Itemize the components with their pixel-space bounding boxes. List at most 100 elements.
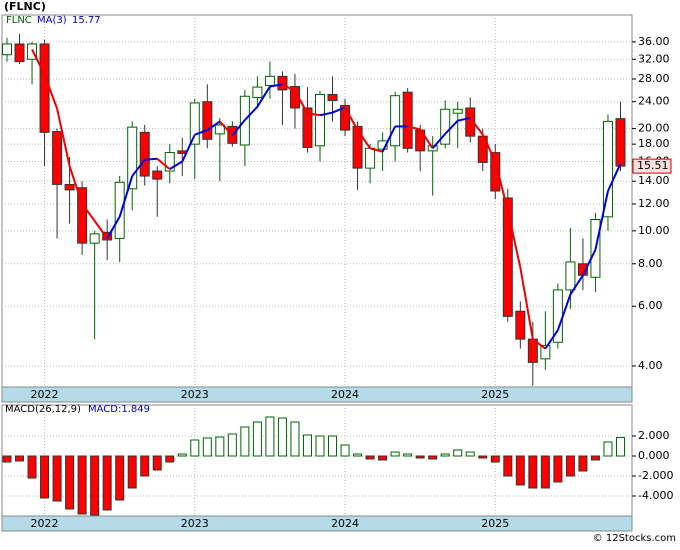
macd-bar bbox=[615, 437, 625, 457]
ma-segment bbox=[118, 175, 134, 218]
candle-body bbox=[264, 75, 275, 86]
source: © 12Stocks.com bbox=[593, 533, 676, 544]
candle-body bbox=[89, 233, 100, 244]
macd-bar bbox=[603, 441, 613, 457]
candle-body bbox=[52, 131, 63, 185]
ma-segment bbox=[369, 147, 383, 153]
candle-body bbox=[114, 181, 125, 239]
candle-body bbox=[452, 108, 463, 114]
date-band bbox=[1, 386, 633, 403]
macd-bar bbox=[515, 455, 525, 486]
ma-segment bbox=[43, 74, 59, 109]
macd-bar bbox=[290, 421, 300, 457]
y-tick-label: 6.00 bbox=[638, 299, 663, 312]
candle-body bbox=[189, 102, 200, 145]
ma-segment bbox=[56, 108, 71, 167]
ma-segment bbox=[481, 134, 497, 162]
candle-body bbox=[440, 108, 451, 145]
macd-bar bbox=[52, 455, 62, 502]
ma-segment bbox=[519, 267, 534, 340]
macd-bar bbox=[553, 455, 563, 483]
macd-bar bbox=[415, 455, 425, 459]
ma-segment bbox=[307, 112, 321, 117]
ma-segment bbox=[219, 120, 234, 137]
candle-body bbox=[465, 107, 476, 137]
candle-body bbox=[377, 140, 388, 150]
ma-segment bbox=[344, 106, 359, 131]
macd-bar bbox=[102, 455, 112, 511]
macd-bar bbox=[428, 455, 438, 460]
ma-segment bbox=[68, 165, 84, 205]
candle-body bbox=[2, 43, 12, 56]
macd-bar bbox=[190, 439, 200, 457]
macd-bar bbox=[252, 421, 262, 457]
price-box bbox=[632, 158, 672, 174]
ma-segment bbox=[582, 249, 597, 276]
y-tick-label: 32.00 bbox=[638, 52, 670, 65]
ma-segment bbox=[231, 119, 246, 137]
macd-bar bbox=[277, 417, 287, 457]
macd-bar bbox=[315, 435, 325, 457]
candle-body bbox=[327, 94, 338, 101]
y-tick-label: 28.00 bbox=[638, 72, 670, 85]
ma-segment bbox=[256, 86, 271, 108]
candle-body bbox=[490, 152, 501, 192]
macd-bar bbox=[127, 455, 137, 489]
candle-body bbox=[127, 126, 138, 190]
ma-segment bbox=[294, 90, 309, 114]
macd-bar bbox=[565, 455, 575, 477]
macd-bar bbox=[240, 426, 250, 457]
candle-body bbox=[152, 170, 163, 180]
macd-value: MACD:1.849 bbox=[88, 404, 150, 415]
macd-bar bbox=[390, 451, 400, 457]
macd-bar bbox=[40, 455, 50, 499]
x-tick-label: 2025 bbox=[481, 517, 509, 530]
y-tick-label: 24.00 bbox=[638, 95, 670, 108]
y-tick-label: 14.00 bbox=[638, 174, 670, 187]
candle-body bbox=[64, 183, 75, 191]
macd-bar bbox=[90, 455, 100, 516]
legend-ma-value: 15.77 bbox=[72, 15, 101, 26]
ma-segment bbox=[431, 133, 446, 149]
candle-body bbox=[402, 91, 413, 149]
candle-body bbox=[340, 104, 351, 131]
candle-body bbox=[427, 145, 438, 152]
ma-segment bbox=[244, 106, 259, 121]
macd-bar bbox=[2, 455, 12, 463]
y-tick-label: 0.000 bbox=[638, 449, 670, 462]
last-price: 15.51 bbox=[637, 159, 669, 172]
candle-body bbox=[515, 310, 526, 340]
candle-body bbox=[214, 124, 225, 135]
macd-bar bbox=[177, 453, 187, 457]
macd-bar bbox=[328, 435, 338, 457]
ma-segment bbox=[544, 329, 559, 350]
ma-segment bbox=[281, 83, 296, 92]
macd-bar bbox=[578, 455, 588, 472]
candle-body bbox=[277, 75, 288, 91]
ma-segment bbox=[93, 220, 108, 240]
legend-symbol: FLNC bbox=[6, 15, 32, 26]
candle-body bbox=[390, 95, 401, 147]
macd-bar bbox=[365, 455, 375, 460]
ma-segment bbox=[319, 111, 333, 117]
ma-segment bbox=[81, 203, 96, 222]
macd-legend: MACD(26,12,9) bbox=[5, 404, 81, 415]
y-tick-label: 4.00 bbox=[638, 359, 663, 372]
ma-segment bbox=[594, 190, 609, 250]
x-tick-label: 2023 bbox=[181, 517, 209, 530]
macd-bar bbox=[353, 453, 363, 457]
macd-bar bbox=[202, 437, 212, 457]
macd-bar bbox=[440, 453, 450, 457]
ma-segment bbox=[31, 49, 46, 76]
ma-segment bbox=[169, 160, 183, 170]
candle-body bbox=[502, 197, 513, 317]
x-tick-label: 2022 bbox=[31, 517, 59, 530]
ma-segment bbox=[532, 338, 546, 350]
candle-body bbox=[39, 43, 50, 133]
ma-segment bbox=[356, 129, 371, 149]
macd-bar bbox=[265, 416, 275, 457]
candle-body bbox=[164, 152, 175, 172]
candle-body bbox=[352, 125, 363, 169]
macd-bar bbox=[490, 455, 500, 463]
macd-bar bbox=[478, 455, 488, 459]
